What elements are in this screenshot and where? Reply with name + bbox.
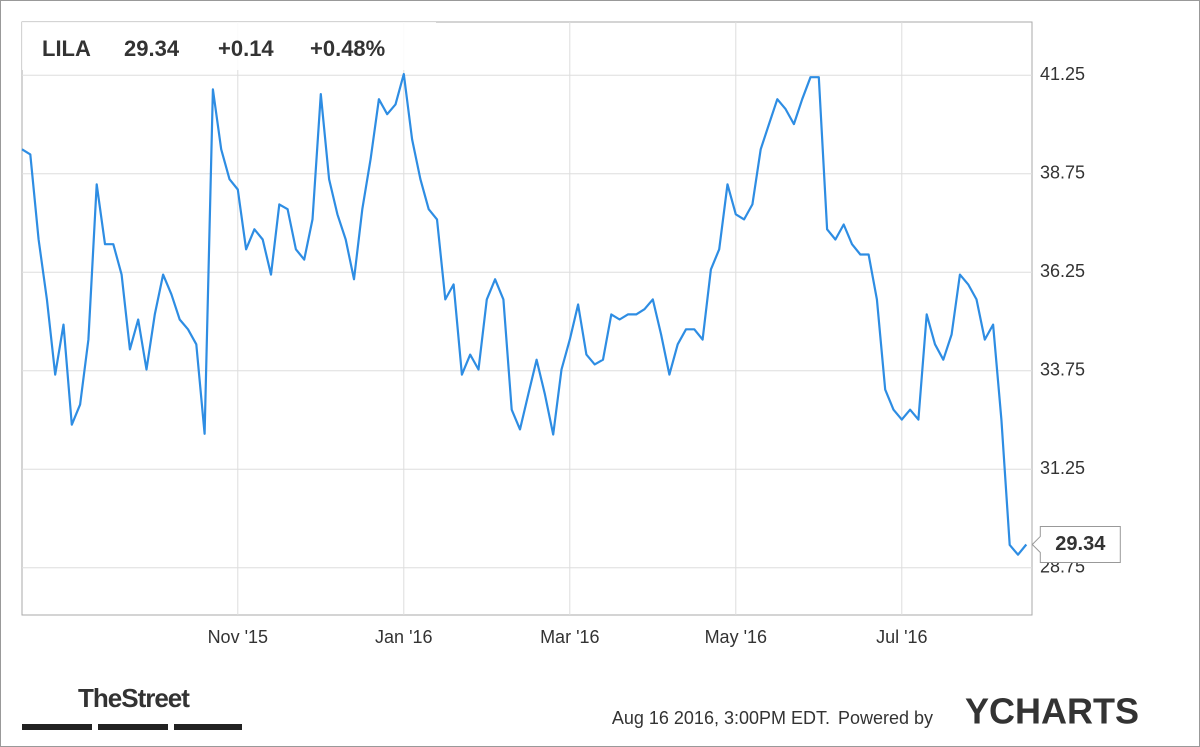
source-logo: TheStreet xyxy=(78,683,190,713)
last-price-callout xyxy=(1031,525,1121,563)
y-tick-label: 38.75 xyxy=(1040,162,1085,182)
x-tick-label: Jan '16 xyxy=(375,627,432,647)
x-tick-label: Nov '15 xyxy=(208,627,268,647)
x-tick-label: Mar '16 xyxy=(540,627,599,647)
price: 29.34 xyxy=(124,36,180,61)
y-tick-label: 33.75 xyxy=(1040,359,1085,379)
x-tick-label: May '16 xyxy=(705,627,767,647)
y-tick-label: 31.25 xyxy=(1040,458,1085,478)
plot-area xyxy=(21,21,1033,616)
brand: YCHARTS xyxy=(965,691,1139,732)
y-tick-label: 36.25 xyxy=(1040,261,1085,281)
change: +0.14 xyxy=(218,36,274,61)
logo-bar xyxy=(174,724,242,730)
quote-box xyxy=(22,22,436,70)
logo-bar xyxy=(22,724,92,730)
ticker: LILA xyxy=(42,36,91,61)
change-percent: +0.48% xyxy=(310,36,385,61)
x-tick-label: Jul '16 xyxy=(876,627,927,647)
y-tick-label: 41.25 xyxy=(1040,64,1085,84)
powered-by: Powered by xyxy=(838,708,933,728)
price-line xyxy=(21,72,1028,556)
logo-bar xyxy=(98,724,168,730)
last-price-label: 29.34 xyxy=(1055,533,1106,555)
timestamp: Aug 16 2016, 3:00PM EDT. xyxy=(612,708,830,728)
